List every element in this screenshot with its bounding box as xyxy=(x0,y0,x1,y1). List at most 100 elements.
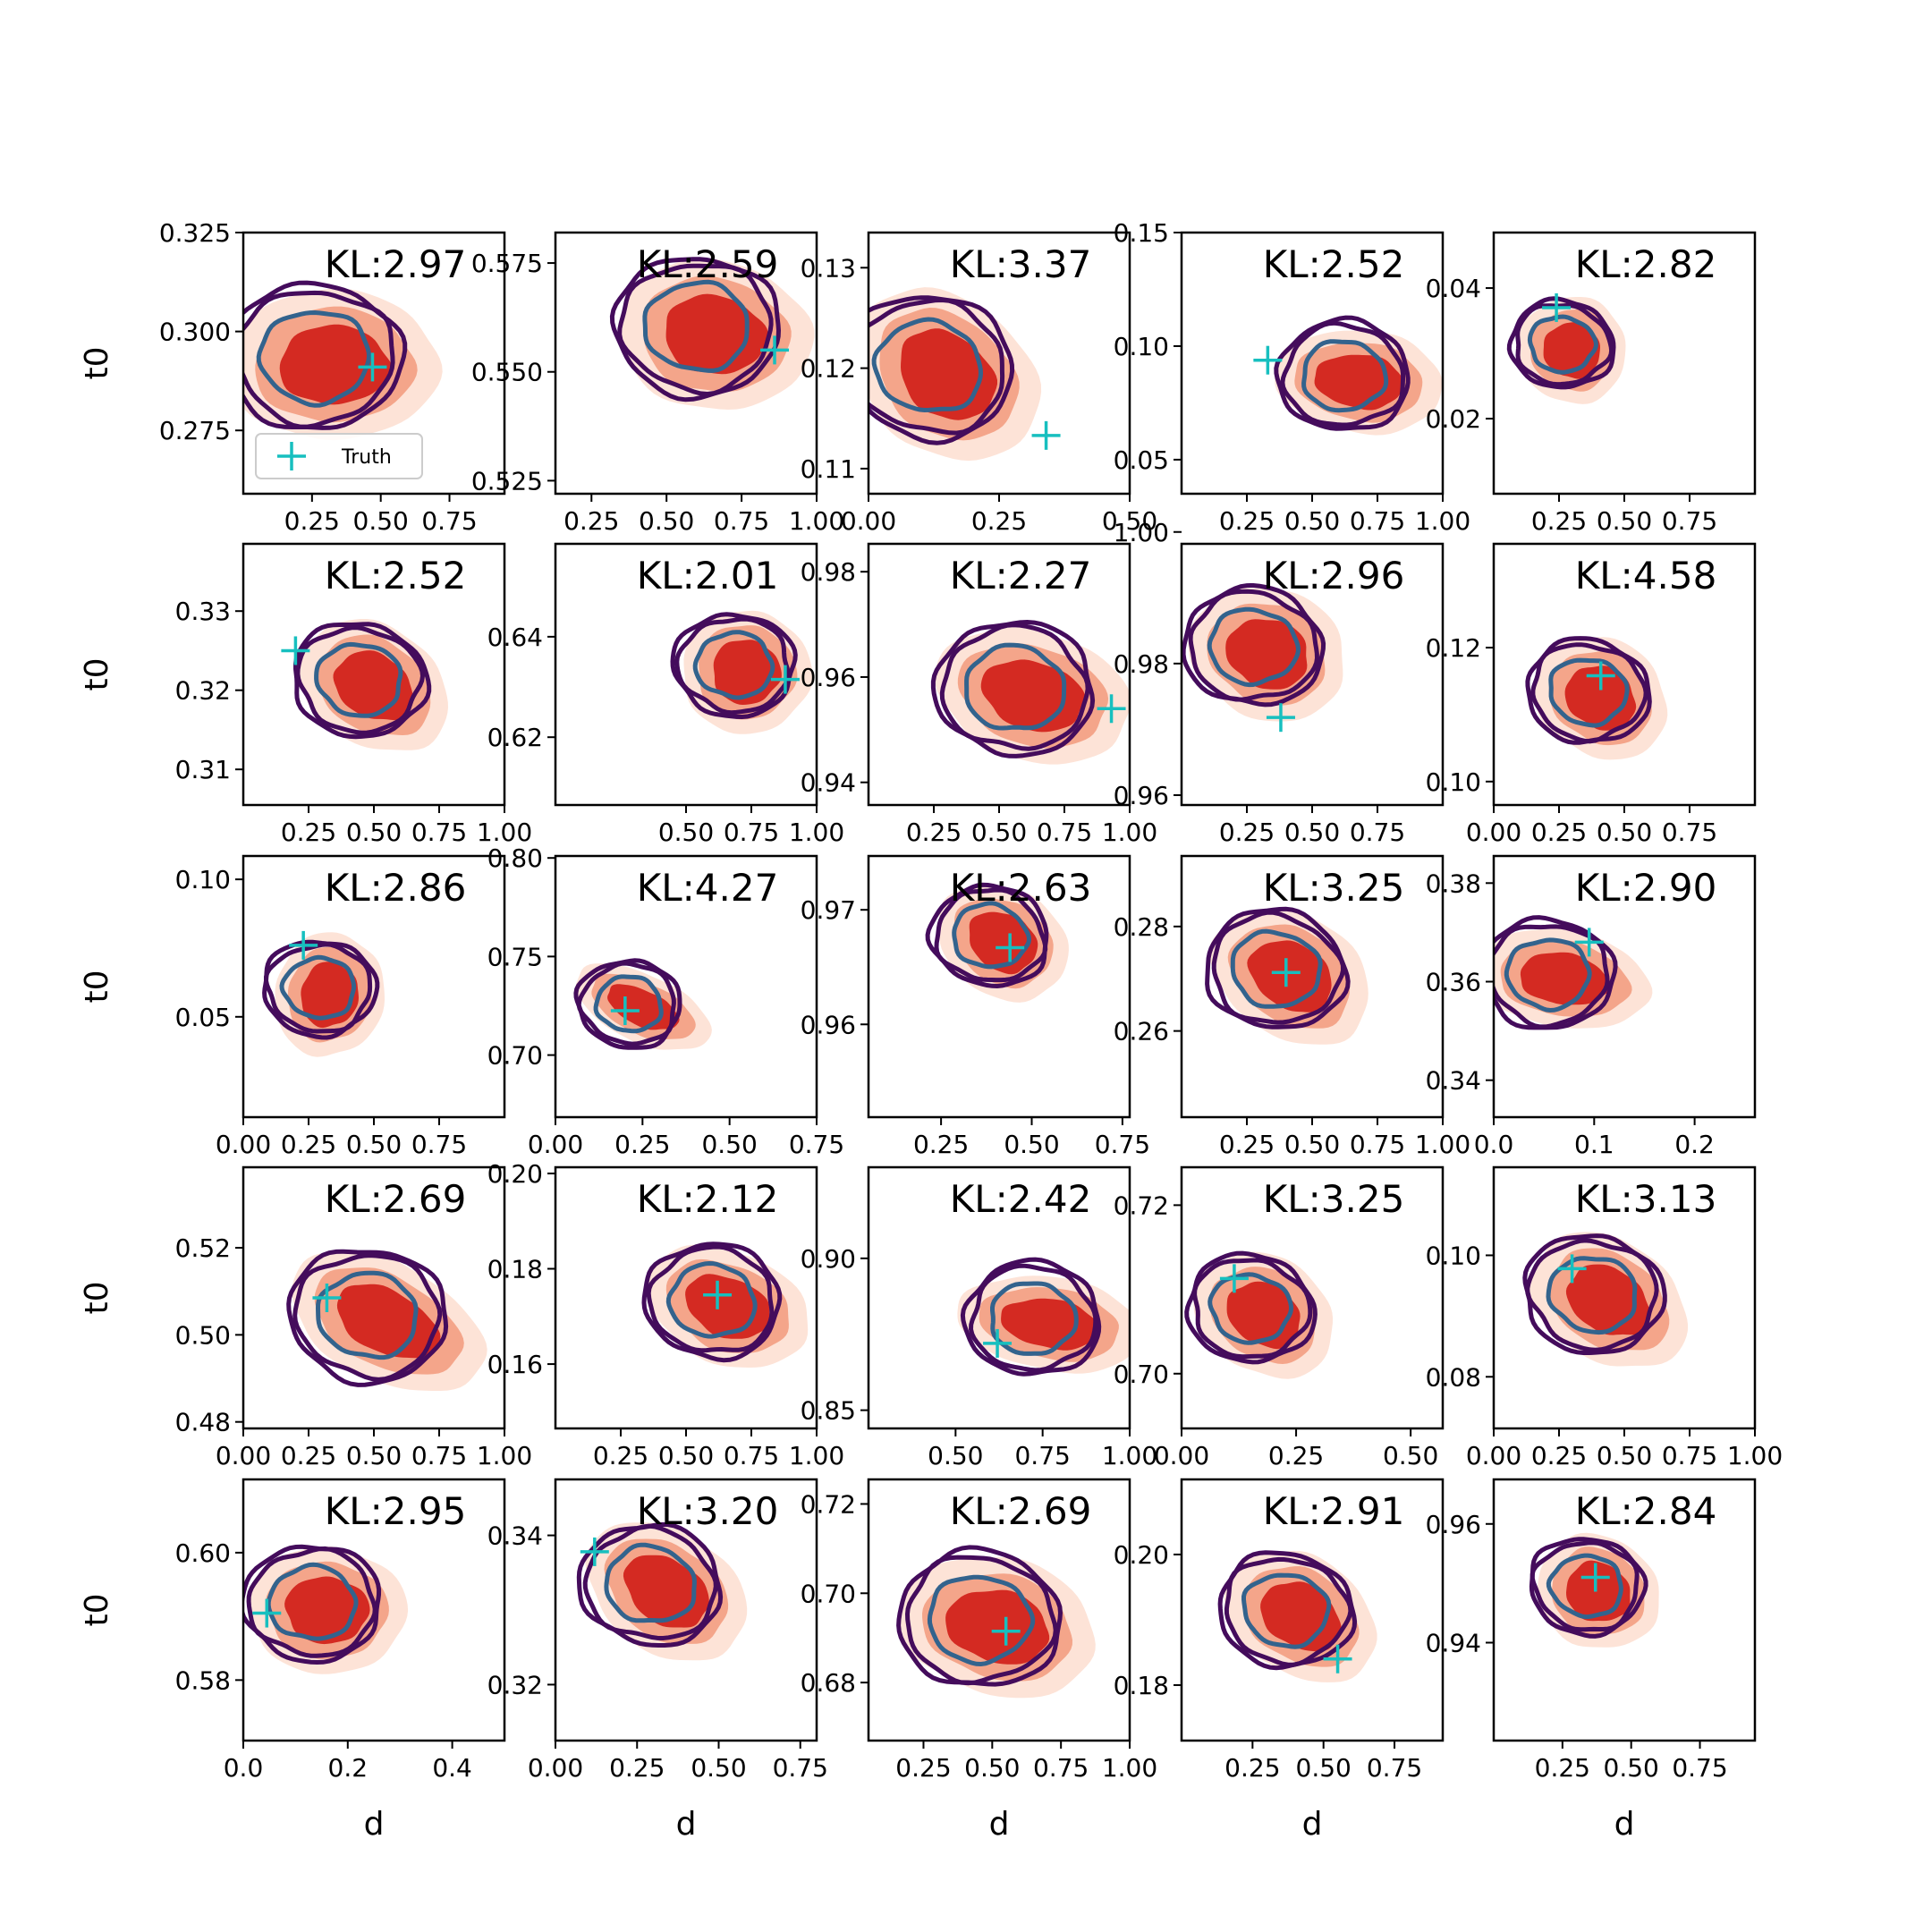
y-tick-label: 0.38 xyxy=(1426,869,1481,898)
contour-outer xyxy=(243,1544,382,1665)
contour-middle xyxy=(1515,302,1614,387)
y-tick-label: 0.325 xyxy=(159,218,231,248)
panel-8: 0.25 0.50 0.75 1.00 0.94 0.96 0.98 KL:2.27 xyxy=(801,542,1157,847)
x-tick-label: 0.75 xyxy=(1672,1753,1727,1783)
plot-area xyxy=(573,958,712,1050)
contour-middle xyxy=(939,623,1090,751)
panel-5: 0.25 0.50 0.75 0.02 0.04 KL:2.82 xyxy=(1426,231,1757,536)
truth-marker xyxy=(1586,661,1615,691)
contour-middle xyxy=(246,1546,377,1658)
x-tick-label: 0.2 xyxy=(1674,1130,1715,1159)
y-tick-label: 0.34 xyxy=(1426,1066,1481,1096)
kl-label: KL:2.69 xyxy=(950,1489,1092,1533)
x-tick-label: 0.50 xyxy=(1597,506,1652,536)
y-tick-label: 0.12 xyxy=(801,354,856,384)
posterior-fill-core xyxy=(336,1284,441,1359)
x-tick-label: 0.25 xyxy=(913,1130,969,1159)
y-tick-label: 0.32 xyxy=(487,1670,543,1699)
panel-15: 0.0 0.1 0.2 0.34 0.36 0.38 KL:2.90 xyxy=(1426,854,1757,1159)
panel-2: 0.25 0.50 0.75 1.00 0.525 0.550 0.575 KL:2.59 xyxy=(471,231,844,536)
x-tick-label: 0.75 xyxy=(411,1130,467,1159)
plot-area xyxy=(925,882,1069,1003)
panel-12: 0.00 0.25 0.50 0.75 0.70 0.75 0.80 KL:4.27 xyxy=(487,843,845,1159)
y-tick-label: 0.90 xyxy=(801,1244,856,1274)
contour-inner xyxy=(279,954,357,1021)
contour-middle xyxy=(264,942,373,1034)
x-tick-label: 0.50 xyxy=(346,1130,402,1159)
truth-marker xyxy=(1031,420,1061,450)
x-axis-label: d xyxy=(676,1806,697,1843)
contour-middle xyxy=(968,1263,1098,1373)
plot-area xyxy=(670,610,813,734)
panel-17: 0.25 0.50 0.75 1.00 0.16 0.18 0.20 KL:2.12 xyxy=(487,1159,845,1470)
contour-inner xyxy=(1208,1272,1294,1345)
x-tick-label: 1.00 xyxy=(1102,1441,1157,1470)
plot-area xyxy=(576,1521,748,1661)
y-tick-label: 0.11 xyxy=(801,454,856,484)
kl-label: KL:2.52 xyxy=(325,554,467,597)
kl-label: KL:4.58 xyxy=(1575,554,1717,597)
kl-label: KL:2.96 xyxy=(1263,554,1405,597)
contour-inner xyxy=(1546,1553,1623,1620)
contour-inner xyxy=(593,974,664,1034)
kl-label: KL:2.12 xyxy=(637,1177,779,1221)
y-tick-label: 0.68 xyxy=(801,1668,856,1698)
x-tick-label: 0.2 xyxy=(328,1753,369,1783)
truth-marker xyxy=(1580,1563,1610,1592)
x-tick-label: 0.50 xyxy=(964,1753,1020,1783)
panels-layer: 0.25 0.50 0.75 0.275 0.300 0.325 KL:2.97 t0 Trut… xyxy=(79,218,1783,1843)
y-axis-label: t0 xyxy=(79,346,115,379)
contour-outer xyxy=(1182,582,1326,708)
x-tick-label: 0.50 xyxy=(658,1441,714,1470)
x-tick-label: 1.00 xyxy=(477,1441,532,1470)
posterior-fill-core xyxy=(1564,665,1637,731)
axes-frame xyxy=(554,1478,818,1742)
contour-inner xyxy=(665,1260,758,1339)
truth-marker xyxy=(1323,1644,1352,1674)
plot-area xyxy=(1529,1532,1659,1648)
contour-outer xyxy=(896,1545,1063,1687)
x-tick-label: 0.25 xyxy=(1268,1441,1324,1470)
contour-outer xyxy=(925,882,1049,989)
x-tick-label: 0.50 xyxy=(1296,1753,1352,1783)
contour-inner xyxy=(642,279,750,373)
y-tick-label: 0.20 xyxy=(1114,1540,1169,1570)
kl-label: KL:4.27 xyxy=(637,866,779,910)
y-tick-label: 0.04 xyxy=(1426,274,1481,303)
x-tick-label: 0.75 xyxy=(1350,506,1405,536)
panel-7: 0.50 0.75 1.00 0.62 0.64 KL:2.01 xyxy=(487,542,844,847)
kl-label: KL:2.86 xyxy=(325,866,467,910)
plot-area xyxy=(262,930,385,1057)
contour-inner xyxy=(1207,606,1301,688)
truth-marker xyxy=(1542,292,1572,322)
axes-frame xyxy=(1492,1478,1757,1742)
plot-area xyxy=(1253,315,1443,436)
x-tick-label: 0.75 xyxy=(421,506,477,536)
panel-14: 0.25 0.50 0.75 1.00 0.26 0.28 KL:3.25 xyxy=(1114,854,1470,1159)
panel-1: 0.25 0.50 0.75 0.275 0.300 0.325 KL:2.97 t0 Trut… xyxy=(79,218,506,536)
contour-inner xyxy=(604,1542,697,1623)
x-tick-label: 0.25 xyxy=(281,1130,336,1159)
plot-area xyxy=(1522,1232,1689,1367)
x-tick-label: 0.50 xyxy=(1597,1441,1652,1470)
axes-frame xyxy=(554,231,818,496)
y-tick-label: 0.550 xyxy=(471,358,543,387)
y-tick-label: 0.96 xyxy=(1426,1510,1481,1539)
truth-marker xyxy=(610,996,640,1025)
y-tick-label: 0.10 xyxy=(175,865,231,894)
truth-marker xyxy=(1266,703,1295,733)
plot-area xyxy=(1494,915,1653,1030)
y-tick-label: 0.20 xyxy=(487,1159,543,1189)
panel-4: 0.25 0.50 0.75 1.00 0.05 0.10 0.15 KL:2.52 xyxy=(1114,218,1471,536)
panel-19: 0.00 0.25 0.50 0.70 0.72 KL:3.25 xyxy=(1114,1165,1445,1470)
y-tick-label: 0.15 xyxy=(1114,218,1169,248)
y-tick-label: 0.10 xyxy=(1114,332,1169,361)
kl-label: KL:2.97 xyxy=(325,242,467,286)
panel-22: 0.00 0.25 0.50 0.75 0.32 0.34 KL:3.20 d xyxy=(487,1478,828,1843)
plot-area xyxy=(1205,906,1368,1045)
contour-inner xyxy=(990,1281,1079,1356)
x-tick-label: 0.50 xyxy=(1383,1441,1438,1470)
plot-area xyxy=(1184,1250,1334,1379)
contour-middle xyxy=(1530,642,1648,744)
